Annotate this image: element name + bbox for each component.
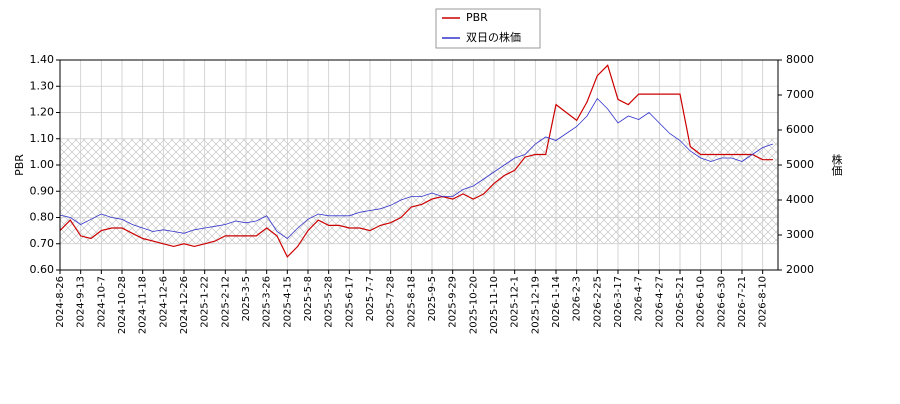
y2-tick-label: 5000 — [786, 158, 814, 171]
x-tick-label: 2025-12-1 — [510, 276, 521, 328]
y-tick-label: 1.40 — [30, 53, 55, 66]
legend-label: 双日の株価 — [466, 30, 521, 44]
x-tick-label: 2026-2-3 — [572, 276, 583, 321]
legend: PBR 双日の株価 — [435, 8, 541, 49]
y-tick-label: 1.30 — [30, 79, 55, 92]
y-tick-label: 0.60 — [30, 263, 55, 276]
x-tick-label: 2024-12-6 — [158, 276, 169, 328]
x-tick-label: 2025-9-29 — [448, 276, 459, 328]
x-tick-label: 2025-10-20 — [468, 276, 479, 334]
x-tick-label: 2026-6-30 — [716, 276, 727, 328]
y2-tick-label: 6000 — [786, 123, 814, 136]
legend-box — [435, 8, 541, 49]
x-tick-label: 2026-1-14 — [551, 276, 562, 328]
legend-label: PBR — [466, 11, 488, 24]
x-tick-label: 2026-7-21 — [737, 276, 748, 328]
x-tick-label: 2024-9-13 — [76, 276, 87, 328]
plot-frame — [59, 59, 779, 271]
x-tick-label: 2025-2-12 — [220, 276, 231, 328]
x-tick-label: 2025-5-28 — [324, 276, 335, 328]
x-tick-label: 2024-8-26 — [55, 276, 66, 328]
series-line — [59, 64, 773, 258]
y-tick-label: 1.00 — [30, 158, 55, 171]
x-tick-label: 2026-4-7 — [634, 276, 645, 321]
x-tick-label: 2026-6-10 — [696, 276, 707, 328]
y2-tick-label: 2000 — [786, 263, 814, 276]
x-tick-label: 2025-11-10 — [489, 276, 500, 334]
x-tick-label: 2026-2-25 — [592, 276, 603, 328]
x-tick-label: 2025-3-5 — [241, 276, 252, 321]
x-tick-label: 2024-10-7 — [96, 276, 107, 328]
x-tick-label: 2024-11-18 — [138, 276, 149, 334]
y-axis-label: PBR — [13, 154, 26, 176]
x-tick-label: 2025-8-18 — [406, 276, 417, 328]
x-tick-label: 2024-10-28 — [117, 276, 128, 334]
y2-tick-label: 8000 — [786, 53, 814, 66]
x-tick-label: 2025-9-5 — [427, 276, 438, 321]
x-tick-label: 2025-5-8 — [303, 276, 314, 321]
y-tick-label: 0.80 — [30, 211, 55, 224]
y-tick-label: 1.20 — [30, 106, 55, 119]
x-tick-label: 2025-7-28 — [386, 276, 397, 328]
x-tick-label: 2025-1-22 — [200, 276, 211, 328]
y2-axis-label: 株価 — [830, 153, 843, 176]
x-tick-label: 2025-6-17 — [344, 276, 355, 328]
x-tick-label: 2024-12-26 — [179, 276, 190, 334]
x-tick-label: 2025-3-26 — [262, 276, 273, 328]
y2-tick-label: 3000 — [786, 228, 814, 241]
y2-tick-label: 4000 — [786, 193, 814, 206]
x-tick-label: 2026-8-10 — [758, 276, 769, 328]
x-tick-label: 2025-4-15 — [282, 276, 293, 328]
x-tick-label: 2025-7-7 — [365, 276, 376, 321]
y-tick-label: 1.10 — [30, 132, 55, 145]
x-tick-label: 2026-5-21 — [675, 276, 686, 328]
series-line — [59, 97, 774, 240]
x-tick-label: 2025-12-19 — [530, 276, 541, 334]
y-tick-label: 0.90 — [30, 184, 55, 197]
y2-tick-label: 7000 — [786, 88, 814, 101]
y-tick-label: 0.70 — [30, 237, 55, 250]
x-tick-label: 2026-3-17 — [613, 276, 624, 328]
x-tick-label: 2026-4-27 — [654, 276, 665, 328]
